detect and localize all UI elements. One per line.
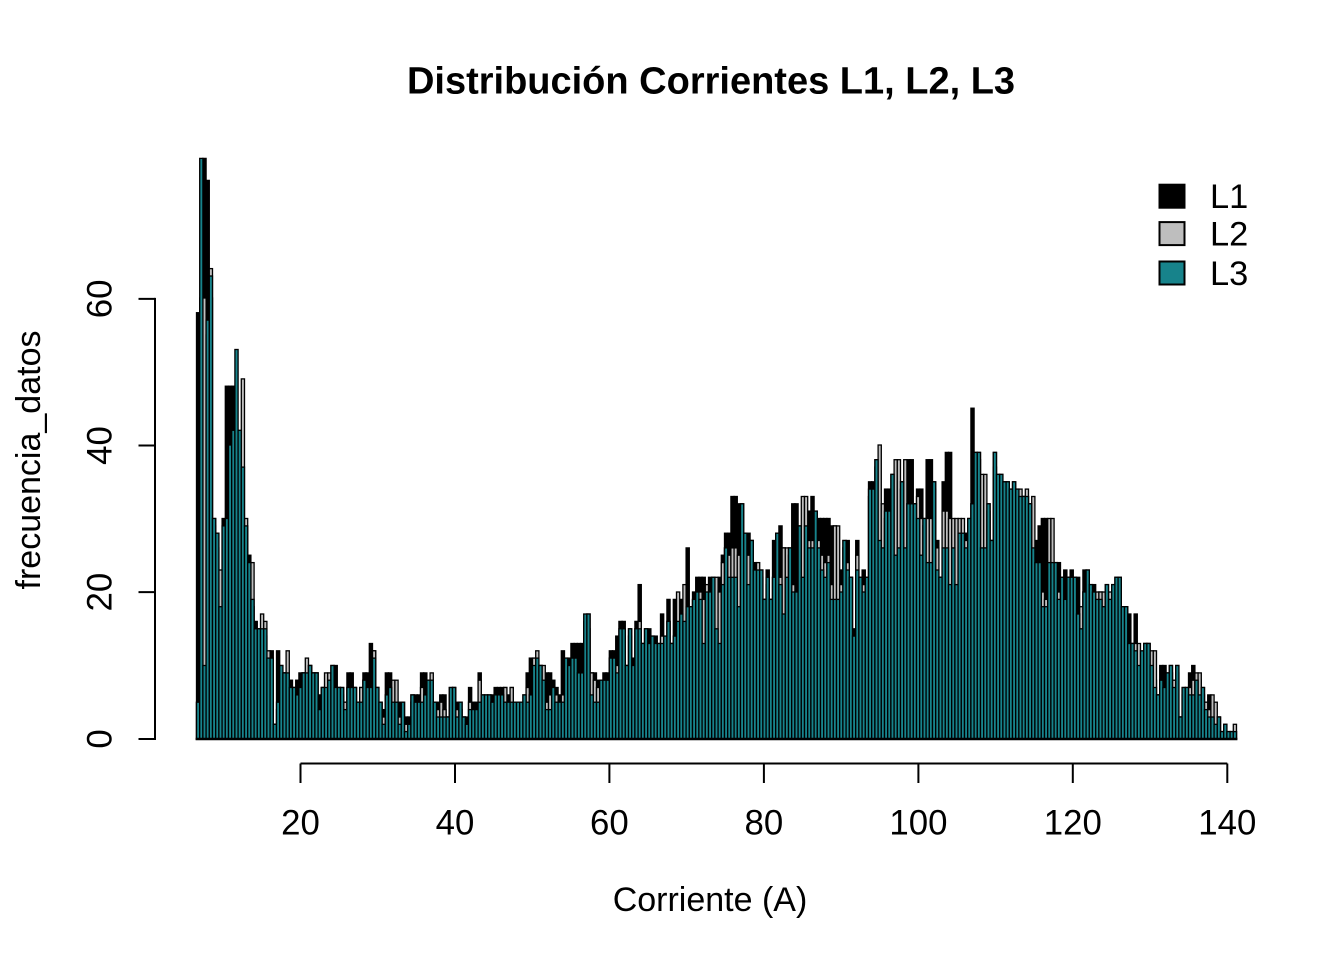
svg-text:140: 140: [1198, 803, 1256, 842]
svg-text:0: 0: [81, 729, 120, 748]
svg-text:60: 60: [590, 803, 629, 842]
svg-text:20: 20: [81, 573, 120, 612]
svg-text:40: 40: [81, 426, 120, 465]
svg-text:Distribución Corrientes L1, L2: Distribución Corrientes L1, L2, L3: [407, 61, 1015, 103]
svg-text:20: 20: [281, 803, 320, 842]
svg-text:L2: L2: [1210, 216, 1248, 254]
svg-text:L3: L3: [1210, 255, 1248, 293]
svg-text:60: 60: [81, 280, 120, 319]
svg-text:100: 100: [889, 803, 947, 842]
svg-text:Corriente (A): Corriente (A): [613, 881, 808, 919]
svg-text:80: 80: [745, 803, 784, 842]
svg-text:40: 40: [436, 803, 475, 842]
svg-text:frecuencia_datos: frecuencia_datos: [10, 331, 48, 590]
svg-text:120: 120: [1044, 803, 1102, 842]
svg-text:L1: L1: [1210, 178, 1248, 216]
